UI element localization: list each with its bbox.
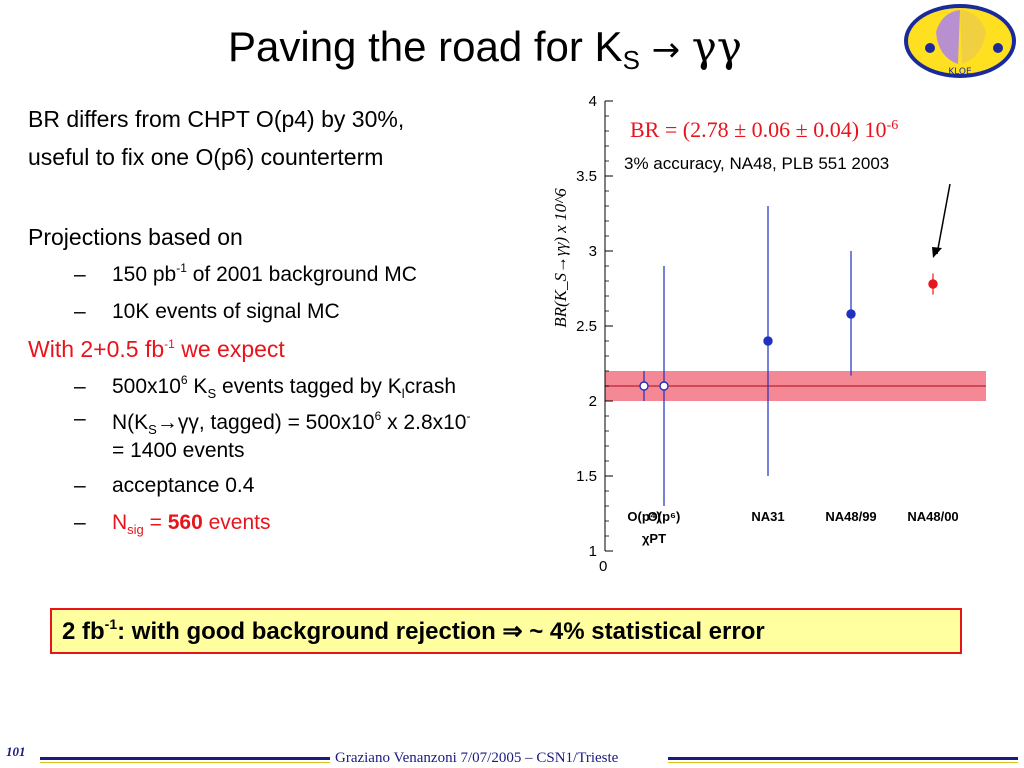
bullet-with-lumi: With 2+0.5 fb-1 we expect: [28, 336, 285, 362]
br-callout: BR = (2.78 ± 0.06 ± 0.04) 10-6: [630, 117, 899, 142]
y-tick-label: 4: [589, 93, 597, 110]
x-category-label: NA48/99: [825, 509, 876, 524]
y-tick-label: 3.5: [576, 168, 597, 185]
title-gamma: γγ: [691, 22, 742, 71]
footer-rule-right-accent: [668, 762, 1018, 763]
y-tick-label: 2: [589, 393, 597, 410]
title-text: Paving the road for K: [228, 23, 623, 70]
sub-bullet-background-mc: – 150 pb-1 of 2001 background MC: [74, 261, 417, 286]
footer-credit: Graziano Venanzoni 7/07/2005 – CSN1/Trie…: [335, 750, 619, 766]
footer-rule-right: [668, 757, 1018, 760]
bullet-list: BR differs from CHPT O(p4) by 30%, usefu…: [28, 100, 548, 541]
x-category-label: O(p⁶): [648, 509, 681, 524]
title-arrow-icon: →: [651, 30, 681, 70]
sub-bullet-signal-mc: – 10K events of signal MC: [74, 300, 340, 323]
y-tick-label: 1.5: [576, 468, 597, 485]
data-point: [659, 381, 669, 391]
callout-arrow-head: [932, 247, 942, 258]
group-label: χPT: [642, 531, 666, 546]
page-number: 101: [6, 744, 26, 759]
br-chart: 4 3.5 3 2.5 2 1.5 10 BR(K_S→γγ) x 10^6 O(p⁴)O(p⁶…: [551, 93, 990, 574]
bullet-counterterm: useful to fix one O(p6) counterterm: [28, 144, 384, 170]
y-axis-label: BR(K_S→γγ) x 10^6: [551, 188, 570, 328]
x-category-label: O(p⁴): [627, 509, 660, 524]
data-point: [928, 279, 938, 289]
bullet-br-differs: BR differs from CHPT O(p4) by 30%,: [28, 106, 405, 132]
footer-rule-left: [40, 757, 330, 760]
bullet-projections: Projections based on: [28, 224, 243, 250]
y-tick-label: 3: [589, 243, 597, 260]
title-subscript: S: [622, 45, 640, 75]
summary-box: 2 fb-1: with good background rejection ⇒…: [50, 608, 962, 654]
accuracy-callout: 3% accuracy, NA48, PLB 551 2003: [624, 154, 890, 173]
data-point: [639, 381, 649, 391]
sub-bullet-tagged-events: – 500x106 KS events tagged by Klcrash: [74, 373, 456, 401]
footer-rule-left-accent: [40, 762, 330, 763]
slide-title: Paving the road for KS → γγ: [228, 22, 742, 76]
svg-text:KLOE: KLOE: [948, 67, 972, 77]
x-category-label: NA48/00: [907, 509, 958, 524]
kloe-logo: KLOE: [904, 4, 1016, 78]
y-tick-label: 1: [589, 543, 597, 560]
x-origin-label: 0: [599, 558, 607, 574]
data-point: [763, 336, 773, 346]
x-category-label: NA31: [751, 509, 784, 524]
data-point: [846, 309, 856, 319]
plot-background: [600, 96, 990, 574]
sub-bullet-nsig: – Nsig = 560 events: [74, 511, 271, 537]
sub-bullet-acceptance: – acceptance 0.4: [74, 474, 255, 497]
sub-bullet-n-events: – N(KS→γγ, tagged) = 500x106 x 2.8x10- =…: [74, 407, 471, 462]
callout-arrow: [936, 183, 951, 255]
y-tick-label: 2.5: [576, 318, 597, 335]
